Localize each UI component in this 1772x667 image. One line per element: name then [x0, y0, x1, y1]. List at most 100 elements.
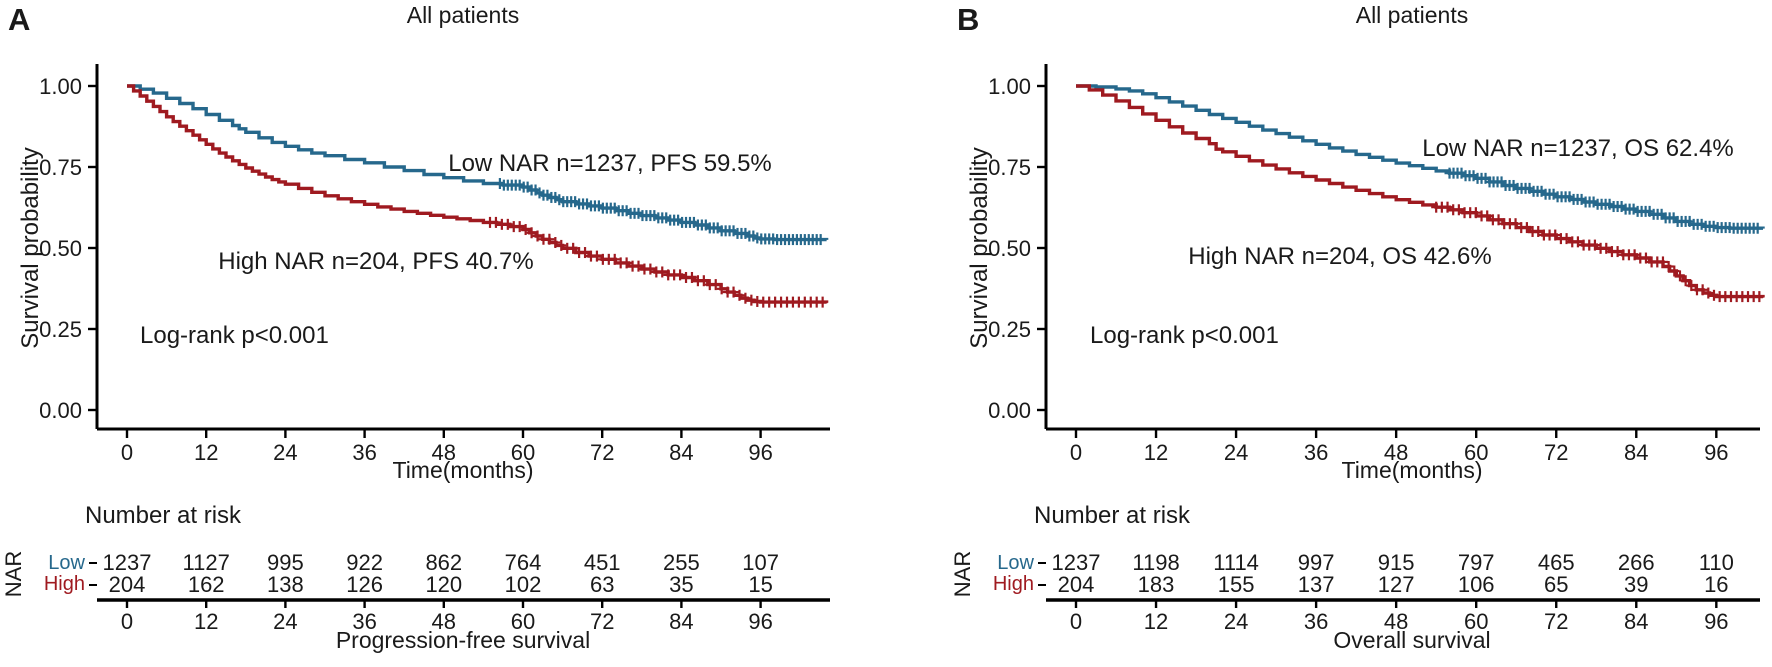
- y-tick-label: 0.75: [39, 155, 82, 180]
- x-tick-label: 0: [1070, 440, 1082, 465]
- km-chart-pfs: 0.000.250.500.751.000 12 24 36 48 60 72 84 96123…: [39, 64, 830, 634]
- risk-x-tick-label: 24: [273, 609, 297, 634]
- x-axis-label: Time(months): [1341, 457, 1483, 483]
- x-tick-label: 48: [1384, 440, 1408, 465]
- risk-count: 1237: [1052, 550, 1101, 575]
- x-axis-label: Time(months): [392, 457, 534, 483]
- y-tick-label: 0.50: [988, 236, 1031, 261]
- panel-caption: Progression-free survival: [335, 627, 591, 653]
- risk-count: 106: [1458, 572, 1495, 597]
- annotation-low-nar: Low NAR n=1237, PFS 59.5%: [448, 150, 772, 177]
- risk-count: 138: [267, 572, 304, 597]
- risk-count: 137: [1298, 572, 1335, 597]
- risk-x-tick-label: 60: [511, 609, 535, 634]
- risk-table-title: Number at risk: [85, 502, 242, 529]
- risk-row-label-high: High: [43, 573, 85, 595]
- x-tick-label: 96: [1704, 440, 1728, 465]
- risk-count: 204: [109, 572, 146, 597]
- y-tick-label: 0.00: [988, 398, 1031, 423]
- y-tick-label: 1.00: [39, 74, 82, 99]
- censor-marks-low-nar: [1444, 167, 1763, 234]
- risk-x-tick-label: 72: [590, 609, 614, 634]
- risk-count: 1114: [1213, 550, 1259, 575]
- panel-caption: Overall survival: [1333, 627, 1491, 653]
- risk-x-tick-label: 84: [1624, 609, 1648, 634]
- risk-row-label-low: Low: [48, 552, 85, 574]
- annotation-low-nar: Low NAR n=1237, OS 62.4%: [1422, 135, 1734, 162]
- risk-count: 63: [590, 572, 614, 597]
- risk-x-tick-label: 12: [194, 609, 218, 634]
- risk-count: 126: [346, 572, 383, 597]
- x-tick-label: 0: [121, 440, 133, 465]
- censor-marks-high-nar: [1431, 201, 1765, 303]
- risk-x-tick-label: 72: [1544, 609, 1568, 634]
- risk-count: 155: [1218, 572, 1255, 597]
- y-tick-label: 0.25: [988, 317, 1031, 342]
- x-tick-label: 84: [1624, 440, 1648, 465]
- x-tick-label: 12: [1144, 440, 1168, 465]
- risk-count: 120: [425, 572, 462, 597]
- risk-x-tick-label: 48: [432, 609, 456, 634]
- panel-title: All patients: [406, 2, 520, 28]
- x-tick-label: 72: [590, 440, 614, 465]
- logrank-p-value: Log-rank p<0.001: [1090, 322, 1279, 349]
- risk-count: 1237: [103, 550, 152, 575]
- risk-count: 110: [1699, 550, 1734, 575]
- panel-a: 0.00 0.25 0.50 0.75 1.00 0 12 24 36 48 60 72 84 96 123…: [1, 2, 830, 653]
- risk-count: 16: [1704, 572, 1728, 597]
- risk-row-label-low: Low: [997, 552, 1034, 574]
- risk-x-tick-label: 48: [1384, 609, 1408, 634]
- risk-count: 465: [1538, 550, 1575, 575]
- risk-count: 35: [669, 572, 693, 597]
- risk-count: 862: [425, 550, 462, 575]
- risk-count: 107: [742, 550, 779, 575]
- x-tick-label: 48: [432, 440, 456, 465]
- risk-x-tick-label: 60: [1464, 609, 1488, 634]
- y-tick-label: 1.00: [988, 74, 1031, 99]
- y-tick-label: 0.00: [39, 398, 82, 423]
- risk-count: 39: [1624, 572, 1648, 597]
- risk-count: 995: [267, 550, 304, 575]
- panel-letter: B: [957, 2, 980, 37]
- risk-axis-label: NAR: [1, 550, 26, 598]
- panel-title: All patients: [1355, 2, 1469, 28]
- risk-count: 255: [663, 550, 700, 575]
- x-tick-label: 24: [273, 440, 297, 465]
- risk-count: 162: [188, 572, 225, 597]
- risk-count: 764: [505, 550, 542, 575]
- risk-x-tick-label: 36: [1304, 609, 1328, 634]
- logrank-p-value: Log-rank p<0.001: [140, 322, 329, 349]
- km-chart-os: 0.000.250.500.751.000 12 24 36 48 60 72 84 96123…: [988, 64, 1765, 634]
- risk-axis-label: NAR: [950, 550, 975, 598]
- x-tick-label: 84: [669, 440, 693, 465]
- annotation-high-nar: High NAR n=204, OS 42.6%: [1188, 243, 1492, 270]
- y-axis-label: Survival probability: [966, 147, 993, 349]
- risk-x-tick-label: 96: [1704, 609, 1728, 634]
- risk-x-tick-label: 36: [352, 609, 376, 634]
- x-tick-label: 96: [748, 440, 772, 465]
- risk-count: 266: [1618, 550, 1655, 575]
- risk-x-tick-label: 0: [1070, 609, 1082, 634]
- risk-count: 102: [505, 572, 542, 597]
- risk-x-tick-label: 0: [121, 609, 133, 634]
- risk-x-tick-label: 12: [1144, 609, 1168, 634]
- y-axis-label: Survival probability: [17, 147, 44, 349]
- risk-count: 1198: [1132, 550, 1179, 575]
- risk-row-label-high: High: [992, 573, 1034, 595]
- risk-count: 127: [1378, 572, 1415, 597]
- censor-marks-low-nar: [494, 178, 826, 246]
- risk-table-title: Number at risk: [1034, 502, 1191, 529]
- x-tick-label: 60: [1464, 440, 1488, 465]
- y-tick-label: 0.50: [39, 236, 82, 261]
- risk-count: 997: [1298, 550, 1335, 575]
- risk-x-tick-label: 96: [748, 609, 772, 634]
- risk-count: 1127: [183, 550, 230, 575]
- x-tick-label: 36: [1304, 440, 1328, 465]
- risk-count: 922: [346, 550, 383, 575]
- risk-count: 15: [748, 572, 772, 597]
- panel-letter: A: [8, 2, 31, 37]
- x-tick-label: 12: [194, 440, 218, 465]
- y-tick-label: 0.25: [39, 317, 82, 342]
- risk-x-tick-label: 24: [1224, 609, 1248, 634]
